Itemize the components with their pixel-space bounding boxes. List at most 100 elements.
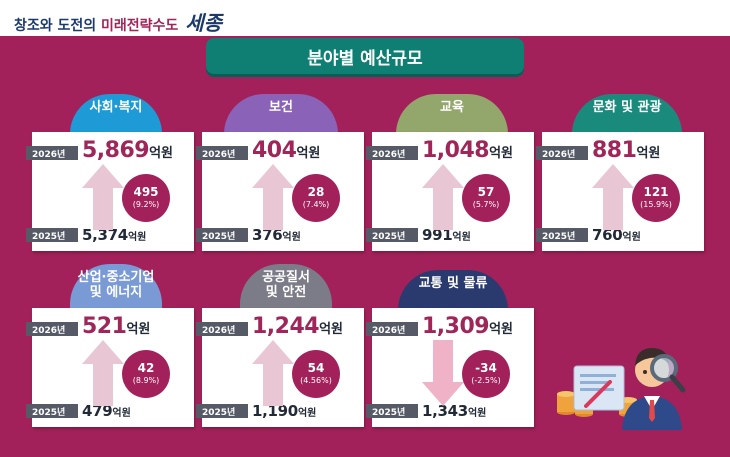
amount-2025: 760억원 [592, 226, 641, 244]
amount-2026-value: 1,309 [422, 314, 490, 339]
amount-2025-value: 1,190 [252, 402, 298, 420]
decrease-arrow-icon [422, 340, 464, 406]
city-slogan: 창조와 도전의 미래전략수도 세종 [14, 7, 222, 36]
change-badge: 121 (15.9%) [632, 174, 680, 222]
change-amount: 28 [307, 185, 325, 199]
header: 창조와 도전의 미래전략수도 세종 [0, 0, 730, 36]
amount-2026-unit: 억원 [636, 146, 661, 161]
year-2026-tag: 2026년 [536, 146, 588, 160]
slogan-part-3: 세종 [185, 11, 222, 35]
change-amount: 495 [133, 185, 159, 199]
amount-2026-unit: 억원 [126, 322, 151, 337]
change-badge: 28 (7.4%) [292, 174, 340, 222]
increase-arrow-icon [252, 340, 294, 406]
amount-2025: 1,190억원 [252, 402, 316, 420]
amount-2025: 1,343억원 [422, 402, 486, 420]
category-5-card: 2026년 521억원 2025년 479억원 42 (8.9%) [26, 308, 194, 427]
year-2025-tag: 2025년 [366, 404, 418, 418]
amount-2025-unit: 억원 [112, 408, 131, 419]
amount-2026-value: 5,869 [82, 138, 150, 163]
year-2026-tag: 2026년 [196, 146, 248, 160]
year-2026-tag: 2026년 [26, 146, 78, 160]
amount-2026: 1,048억원 [422, 138, 513, 163]
change-rate: (5.7%) [472, 200, 500, 209]
amount-2025: 376억원 [252, 226, 301, 244]
amount-2025-value: 760 [592, 226, 623, 244]
page-title: 분야별 예산규모 [206, 38, 524, 74]
category-3-card: 2026년 1,048억원 2025년 991억원 57 (5.7%) [366, 132, 534, 251]
year-2026-tag: 2026년 [366, 146, 418, 160]
magnifier-icon [650, 354, 686, 393]
change-badge: 57 (5.7%) [462, 174, 510, 222]
change-amount: 57 [477, 185, 495, 199]
document-scroll-icon [573, 365, 625, 411]
amount-2025: 5,374억원 [82, 226, 146, 244]
increase-arrow-icon [82, 340, 124, 406]
amount-2025-value: 376 [252, 226, 283, 244]
change-rate: (-2.5%) [471, 376, 501, 385]
category-7-card: 2026년 1,309억원 2025년 1,343억원 -34 (-2.5%) [366, 308, 534, 427]
amount-2026-value: 881 [592, 138, 637, 163]
category-6-card: 2026년 1,244억원 2025년 1,190억원 54 (4.56%) [196, 308, 364, 427]
change-rate: (7.4%) [302, 200, 330, 209]
change-badge: 42 (8.9%) [122, 350, 170, 398]
change-rate: (4.56%) [300, 376, 332, 385]
amount-2025-unit: 억원 [622, 232, 641, 243]
category-2-card: 2026년 404억원 2025년 376억원 28 (7.4%) [196, 132, 364, 251]
year-2025-tag: 2025년 [536, 228, 588, 242]
amount-2026-value: 1,048 [422, 138, 490, 163]
amount-2025-value: 991 [422, 226, 453, 244]
year-2025-tag: 2025년 [196, 228, 248, 242]
amount-2025-unit: 억원 [452, 232, 471, 243]
category-5-label: 산업·중소기업 및 에너지 [70, 264, 162, 316]
amount-2026-value: 521 [82, 314, 127, 339]
change-rate: (9.2%) [132, 200, 160, 209]
amount-2025-unit: 억원 [127, 232, 147, 243]
amount-2026-unit: 억원 [296, 146, 321, 161]
year-2025-tag: 2025년 [26, 404, 78, 418]
increase-arrow-icon [82, 164, 124, 230]
change-amount: 54 [307, 361, 325, 375]
category-6-label: 공공질서 및 안전 [240, 264, 332, 316]
change-amount: 42 [137, 361, 155, 375]
amount-2025: 479억원 [82, 402, 131, 420]
year-2026-tag: 2026년 [366, 322, 418, 336]
amount-2026-value: 1,244 [252, 314, 320, 339]
amount-2025: 991억원 [422, 226, 471, 244]
change-amount: 121 [643, 185, 669, 199]
amount-2026: 521억원 [82, 314, 150, 339]
year-2026-tag: 2026년 [26, 322, 78, 336]
analyst-illustration [557, 348, 686, 430]
amount-2025-value: 479 [82, 402, 113, 420]
amount-2026: 881억원 [592, 138, 660, 163]
amount-2026-unit: 억원 [319, 322, 344, 337]
change-rate: (8.9%) [132, 376, 160, 385]
year-2025-tag: 2025년 [366, 228, 418, 242]
increase-arrow-icon [422, 164, 464, 230]
amount-2025-unit: 억원 [282, 232, 301, 243]
amount-2026: 404억원 [252, 138, 320, 163]
year-2026-tag: 2026년 [196, 322, 248, 336]
amount-2026-unit: 억원 [489, 146, 514, 161]
change-amount: -34 [475, 361, 497, 375]
category-1-card: 2026년 5,869억원 2025년 5,374억원 495 (9.2%) [26, 132, 194, 251]
category-4-card: 2026년 881억원 2025년 760억원 121 (15.9%) [536, 132, 704, 251]
amount-2026-unit: 억원 [149, 146, 174, 161]
amount-2026: 1,244억원 [252, 314, 343, 339]
increase-arrow-icon [592, 164, 634, 230]
amount-2026: 5,869억원 [82, 138, 173, 163]
year-2025-tag: 2025년 [26, 228, 78, 242]
change-rate: (15.9%) [640, 200, 672, 209]
change-badge: 495 (9.2%) [122, 174, 170, 222]
amount-2025-unit: 억원 [297, 408, 317, 419]
amount-2025-unit: 억원 [467, 408, 487, 419]
amount-2025-value: 5,374 [82, 226, 128, 244]
slogan-part-2: 미래전략수도 [101, 18, 179, 34]
slogan-part-1: 창조와 도전의 [14, 18, 97, 34]
amount-2026: 1,309억원 [422, 314, 513, 339]
amount-2026-unit: 억원 [489, 322, 514, 337]
increase-arrow-icon [252, 164, 294, 230]
year-2025-tag: 2025년 [196, 404, 248, 418]
amount-2025-value: 1,343 [422, 402, 468, 420]
amount-2026-value: 404 [252, 138, 297, 163]
